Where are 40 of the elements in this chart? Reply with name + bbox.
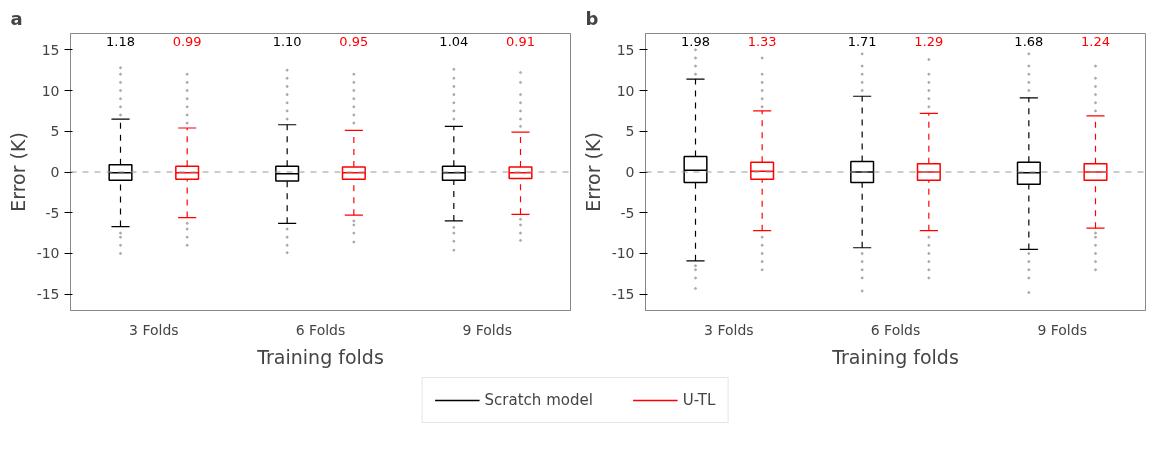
y-tick-label: 5 xyxy=(625,123,635,140)
x-tick-label: 3 Folds xyxy=(129,321,179,338)
y-tick-label: -15 xyxy=(611,286,635,303)
text: 1.10 xyxy=(272,33,302,49)
y-tick-label: 5 xyxy=(50,123,60,140)
chart-title: b xyxy=(585,7,599,29)
text: 0.99 xyxy=(172,33,202,49)
y-tick-label: 15 xyxy=(616,41,635,58)
y-tick-label: -15 xyxy=(36,286,60,303)
y-tick-label: -10 xyxy=(36,245,60,262)
text: 1.18 xyxy=(106,33,135,49)
text: 1.71 xyxy=(847,33,877,49)
text: 1.29 xyxy=(914,33,944,49)
legend-label: U-TL xyxy=(682,391,716,409)
x-tick-label: 3 Folds xyxy=(704,321,754,338)
x-tick-label: 6 Folds xyxy=(295,321,346,338)
y-tick-label: 10 xyxy=(41,82,60,99)
text: 1.98 xyxy=(681,33,710,49)
text: 1.68 xyxy=(1014,33,1044,49)
chart-title: a xyxy=(10,7,23,29)
y-tick-label: -10 xyxy=(611,245,635,262)
y-tick-label: -5 xyxy=(620,204,635,221)
text: 0.91 xyxy=(506,33,535,49)
y-tick-label: 0 xyxy=(625,164,635,180)
text: 0.95 xyxy=(339,33,369,49)
x-tick-label: 9 Folds xyxy=(1037,321,1087,338)
y-tick-label: 10 xyxy=(616,82,635,99)
x-axis-title: Training folds xyxy=(831,345,959,368)
y-tick-label: 0 xyxy=(50,164,60,180)
x-tick-label: 6 Folds xyxy=(870,321,921,338)
text: 1.33 xyxy=(747,33,777,49)
text: 1.24 xyxy=(1081,33,1110,49)
x-tick-label: 9 Folds xyxy=(462,321,512,338)
legend-label: Scratch model xyxy=(484,391,593,409)
text: 1.04 xyxy=(439,33,469,49)
y-tick-label: -5 xyxy=(45,204,60,221)
y-tick-label: 15 xyxy=(41,41,60,58)
y-axis-title: Error (K) xyxy=(581,132,604,212)
x-axis-title: Training folds xyxy=(256,345,384,368)
y-axis-title: Error (K) xyxy=(6,132,29,212)
